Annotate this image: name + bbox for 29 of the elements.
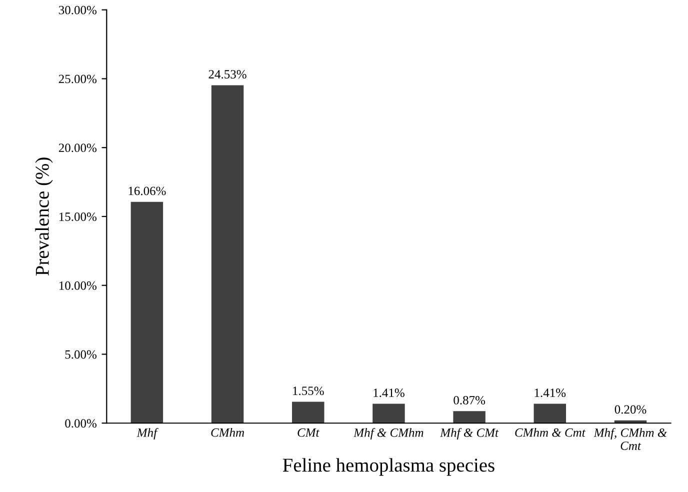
bar [534, 404, 566, 424]
x-tick-label: Mhf [136, 428, 158, 440]
y-tick-label: 15.00% [59, 212, 96, 221]
data-label: 0.87% [454, 396, 486, 404]
y-tick-label: 20.00% [58, 144, 96, 152]
data-label: 1.41% [534, 388, 566, 398]
y-tick-label: 25.00% [58, 74, 96, 84]
y-tick-label: 5.00% [65, 350, 96, 359]
x-axis-title: Feline hemoplasma species [282, 458, 494, 476]
data-label: 1.55% [293, 386, 324, 396]
bar [130, 202, 164, 424]
x-tick-label: Mhf & CMt [440, 428, 499, 440]
x-tick-label: CMt [298, 428, 320, 437]
y-tick-label: 0.00% [65, 419, 96, 428]
data-label: 16.06% [128, 186, 166, 196]
bar [211, 85, 244, 424]
x-tick-label: Mhf, CMhm & Cmt [594, 428, 668, 450]
data-label: 24.53% [208, 70, 246, 79]
bar [453, 411, 486, 424]
y-axis-title: Prevalence (%) [35, 158, 53, 276]
data-label: 0.20% [614, 405, 646, 414]
bar [372, 404, 405, 424]
y-tick-label: 30.00% [58, 6, 96, 14]
bar [292, 402, 324, 424]
data-label: 1.41% [374, 388, 404, 398]
x-tick-label: CMhm & Cmt [515, 428, 586, 437]
y-tick-label: 10.00% [59, 281, 96, 290]
x-tick-label: Mhf & CMhm [354, 428, 424, 440]
x-tick-label: CMhm [211, 428, 244, 437]
